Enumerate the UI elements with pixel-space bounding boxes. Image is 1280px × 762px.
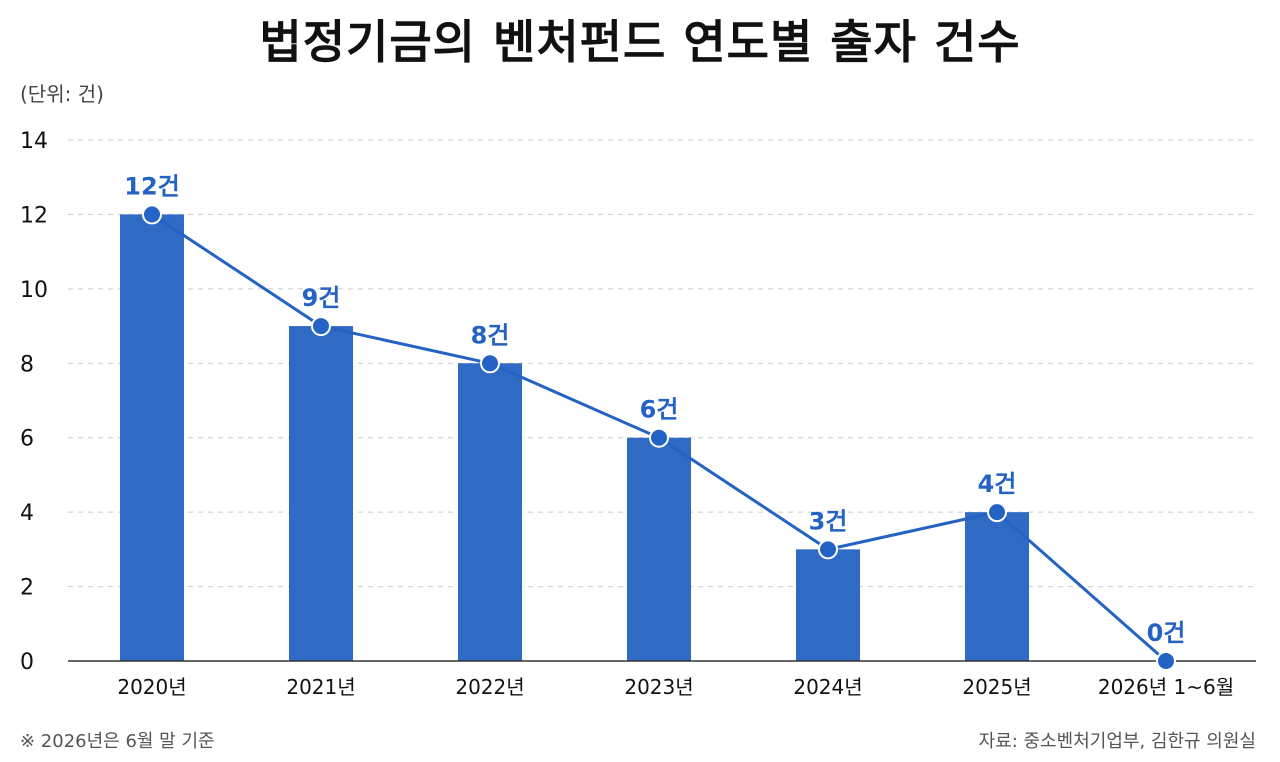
bar — [796, 549, 860, 661]
chart-title: 법정기금의 벤처펀드 연도별 출자 건수 — [259, 15, 1021, 69]
bar — [965, 512, 1029, 661]
bar — [627, 437, 691, 661]
y-tick-label: 2 — [20, 576, 34, 601]
y-tick-label: 0 — [20, 650, 34, 675]
x-category-label: 2021년 — [286, 675, 355, 699]
data-label: 9건 — [302, 284, 341, 312]
data-label: 12건 — [124, 172, 179, 200]
data-label: 8건 — [471, 321, 510, 349]
data-point — [987, 502, 1007, 523]
x-category-label: 2024년 — [793, 675, 862, 699]
x-category-label: 2026년 1~6월 — [1098, 675, 1234, 699]
bar — [458, 363, 522, 661]
data-point — [818, 539, 838, 560]
y-tick-label: 6 — [20, 427, 34, 452]
source-note: 자료: 중소벤처기업부, 김한규 의원실 — [978, 731, 1256, 752]
y-axis-ticks: 0 2 4 6 8 10 12 14 — [20, 129, 48, 675]
data-point — [480, 353, 500, 374]
x-category-label: 2020년 — [117, 675, 186, 699]
trend-points — [142, 204, 1176, 671]
y-tick-label: 4 — [20, 501, 34, 526]
x-category-label: 2022년 — [455, 675, 524, 699]
x-category-label: 2023년 — [624, 675, 693, 699]
y-tick-label: 12 — [20, 203, 48, 228]
data-point — [1156, 651, 1176, 671]
x-category-label: 2025년 — [962, 675, 1031, 699]
y-tick-label: 8 — [20, 352, 34, 377]
data-point — [142, 204, 162, 225]
unit-note: (단위: 건) — [20, 82, 104, 106]
bar — [120, 214, 184, 661]
y-tick-label: 10 — [20, 278, 48, 303]
data-point — [649, 427, 669, 448]
data-label: 6건 — [640, 396, 679, 424]
data-labels: 12건 9건 8건 6건 3건 4건 0건 — [124, 172, 1185, 647]
data-label: 4건 — [978, 470, 1017, 498]
x-axis-categories: 2020년 2021년 2022년 2023년 2024년 2025년 2026년 1~6월 — [117, 675, 1234, 699]
y-tick-label: 14 — [20, 129, 48, 154]
bars — [120, 214, 1029, 661]
data-point — [311, 316, 331, 337]
data-label: 0건 — [1147, 619, 1186, 647]
bar — [289, 326, 353, 661]
footnote: ※ 2026년은 6월 말 기준 — [20, 731, 215, 752]
data-label: 3건 — [809, 507, 848, 535]
